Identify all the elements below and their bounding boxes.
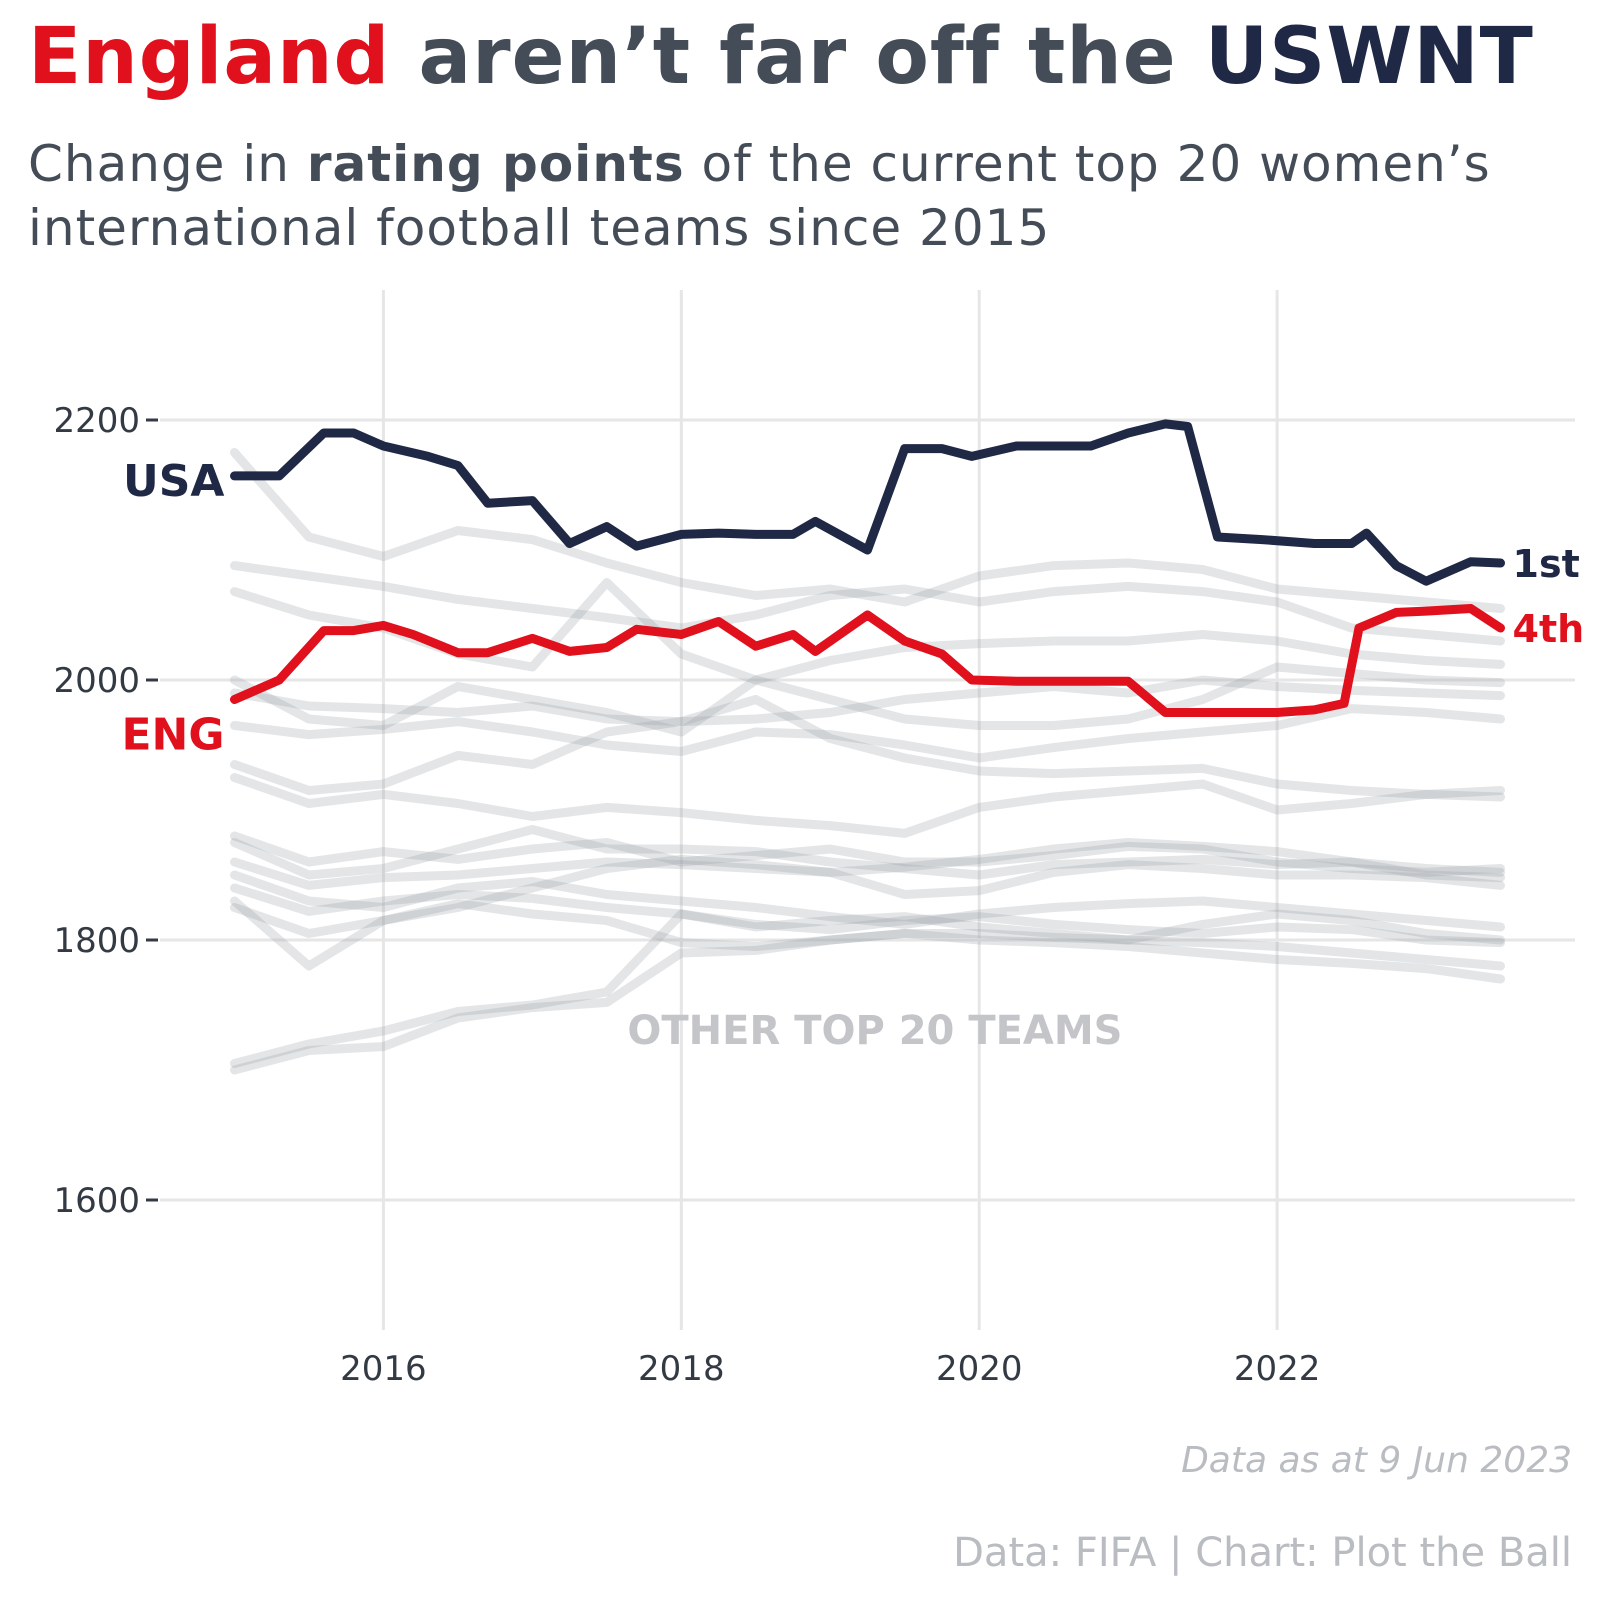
axes: 2016 2018 2020 2022 1600 1800 2000 2200 — [53, 401, 1320, 1389]
chart-subtitle: Change in rating points of the current t… — [28, 132, 1600, 260]
y-tick-label-2000: 2000 — [53, 661, 140, 701]
other-team-line-11 — [230, 838, 1505, 890]
chart-title: England aren’t far off the USWNT — [28, 12, 1534, 102]
title-highlight-usa: USWNT — [1204, 12, 1534, 102]
other-teams-lines — [230, 448, 1505, 1075]
other-team-line-14 — [230, 896, 1505, 984]
subtitle-after: of the current top 20 women’s internatio… — [28, 135, 1491, 257]
eng-start-label: ENG — [121, 710, 224, 761]
other-team-line-5 — [230, 675, 1505, 727]
subtitle-before: Change in — [28, 135, 307, 193]
source-caption: Data: FIFA | Chart: Plot the Ball — [953, 1530, 1572, 1576]
other-team-line-13 — [230, 883, 1505, 948]
other-team-line-1 — [230, 448, 1505, 613]
usa-rank-label: 1st — [1513, 542, 1580, 586]
eng-rank-label: 4th — [1513, 607, 1585, 651]
other-team-line-17 — [230, 854, 1505, 938]
x-tick-label-2020: 2020 — [936, 1349, 1023, 1389]
title-highlight-england: England — [28, 12, 391, 102]
other-team-line-8 — [230, 773, 1505, 838]
other-team-line-12 — [230, 870, 1505, 932]
usa-line — [230, 419, 1505, 586]
other-team-line-15 — [230, 909, 1505, 1068]
grid — [160, 290, 1575, 1330]
y-tick-label-1800: 1800 — [53, 921, 140, 961]
y-tick-label-1600: 1600 — [53, 1181, 140, 1221]
series-labels: OTHER TOP 20 TEAMS USA 1st ENG 4th — [121, 456, 1584, 1054]
x-tick-label-2018: 2018 — [638, 1349, 725, 1389]
usa-start-label: USA — [123, 456, 224, 507]
other-team-line-10 — [230, 825, 1505, 883]
x-tick-label-2022: 2022 — [1234, 1349, 1321, 1389]
data-date-note: Data as at 9 Jun 2023 — [1181, 1440, 1572, 1481]
other-team-line-16 — [230, 929, 1505, 1075]
highlight-lines — [230, 419, 1505, 717]
y-tick-label-2200: 2200 — [53, 401, 140, 441]
other-team-line-2 — [230, 561, 1505, 646]
other-teams-label: OTHER TOP 20 TEAMS — [627, 1008, 1122, 1054]
title-middle: aren’t far off the — [390, 12, 1205, 102]
other-team-line-6 — [230, 704, 1505, 763]
eng-line — [230, 604, 1505, 717]
other-team-line-4 — [230, 662, 1505, 737]
other-team-line-7 — [230, 695, 1505, 802]
other-team-line-9 — [230, 831, 1505, 877]
subtitle-bold: rating points — [306, 135, 685, 193]
x-tick-label-2016: 2016 — [340, 1349, 427, 1389]
